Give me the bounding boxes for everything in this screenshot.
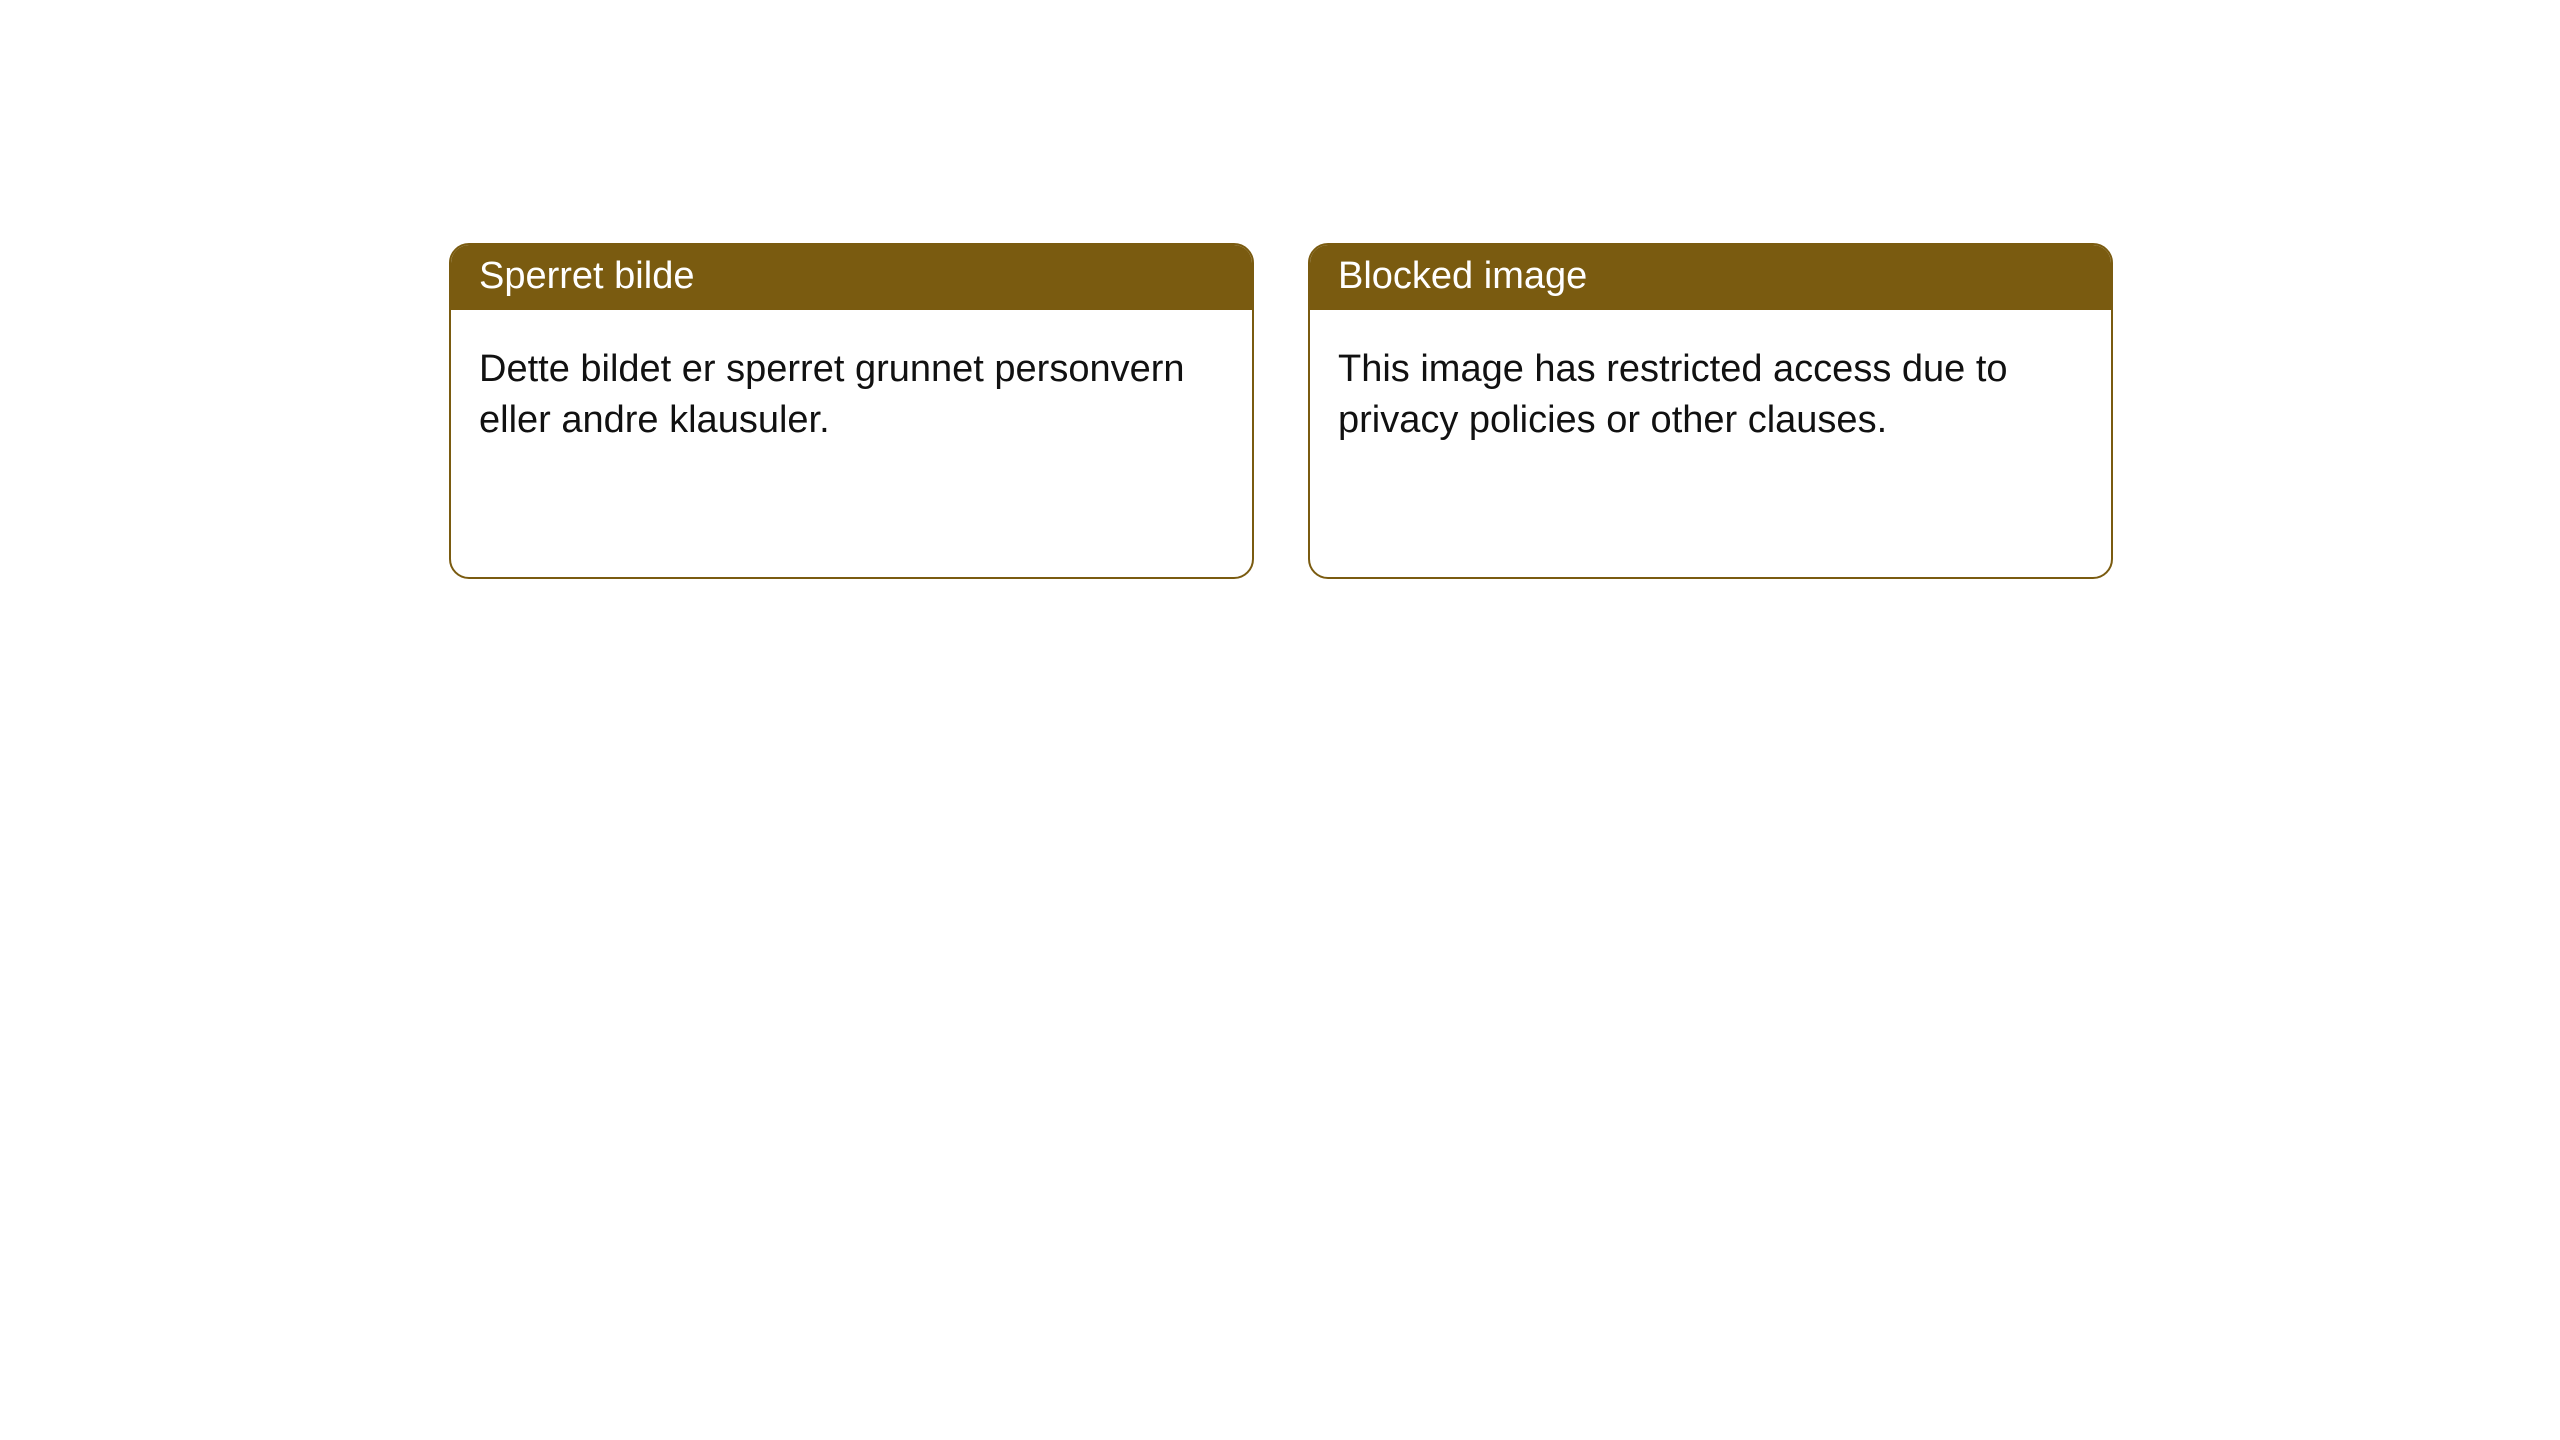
card-body-text: Dette bildet er sperret grunnet personve… (479, 348, 1185, 441)
card-header-text: Blocked image (1338, 255, 1587, 297)
cards-container: Sperret bilde Dette bildet er sperret gr… (449, 243, 2113, 579)
card-body-english: This image has restricted access due to … (1310, 310, 2111, 475)
card-header-text: Sperret bilde (479, 255, 694, 297)
card-header-english: Blocked image (1310, 245, 2111, 310)
card-header-norwegian: Sperret bilde (451, 245, 1252, 310)
card-norwegian: Sperret bilde Dette bildet er sperret gr… (449, 243, 1254, 579)
card-english: Blocked image This image has restricted … (1308, 243, 2113, 579)
card-body-text: This image has restricted access due to … (1338, 348, 2008, 441)
card-body-norwegian: Dette bildet er sperret grunnet personve… (451, 310, 1252, 475)
